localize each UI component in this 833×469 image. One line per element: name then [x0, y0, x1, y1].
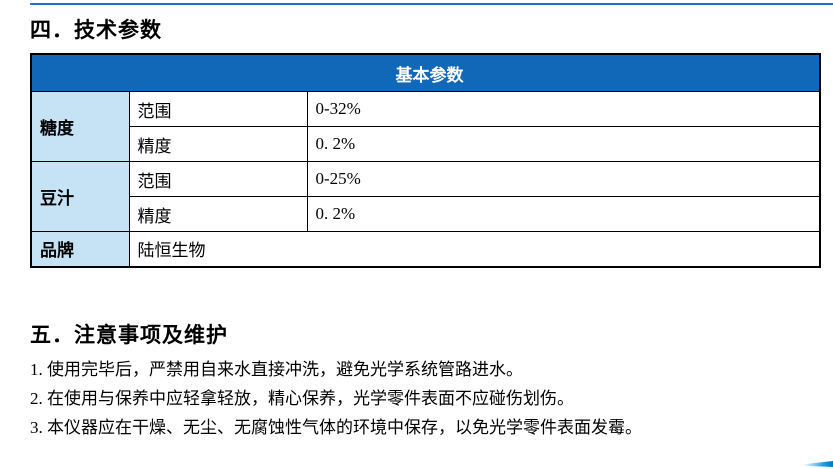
row-label-soy-juice: 豆汁 — [30, 161, 130, 232]
table-header-row: 基本参数 — [30, 53, 821, 92]
row-label-sugar: 糖度 — [30, 91, 130, 162]
param-cell: 范围 — [128, 91, 308, 127]
table-row: 豆汁 范围 0-25% — [30, 161, 821, 232]
param-cell: 精度 — [128, 126, 308, 162]
note-item-2: 2. 在使用与保养中应轻拿轻放，精心保养，光学零件表面不应碰伤划伤。 — [30, 389, 574, 408]
param-cell: 范围 — [128, 161, 308, 197]
value-cell: 0-25% — [306, 161, 821, 197]
note-item-1: 1. 使用完毕后，严禁用自来水直接冲洗，避免光学系统管路进水。 — [30, 360, 523, 379]
value-cell: 0. 2% — [306, 126, 821, 162]
value-cell: 0-32% — [306, 91, 821, 127]
note-item-3: 3. 本仪器应在干燥、无尘、无腐蚀性气体的环境中保存，以免光学零件表面发霉。 — [30, 418, 642, 437]
table-row: 精度 0. 2% — [31, 196, 821, 232]
param-cell: 精度 — [128, 196, 308, 232]
table-row: 精度 0. 2% — [31, 126, 821, 162]
value-cell: 0. 2% — [306, 196, 821, 232]
table-row: 糖度 范围 0-32% — [30, 91, 821, 162]
row-label-brand: 品牌 — [30, 231, 130, 267]
table-header-cell: 基本参数 — [30, 53, 821, 92]
logo-swoosh-icon — [803, 461, 833, 467]
brand-value-cell: 陆恒生物 — [128, 231, 821, 267]
top-divider-rule — [30, 3, 833, 5]
parameters-table: 基本参数 糖度 范围 0-32% 精度 0. 2% 豆汁 范围 0-25% 精度… — [30, 53, 821, 268]
section5-title: 五．注意事项及维护 — [30, 324, 228, 347]
section4-title: 四．技术参数 — [30, 19, 162, 42]
table-row-brand: 品牌 陆恒生物 — [30, 231, 821, 267]
notes-list: 1. 使用完毕后，严禁用自来水直接冲洗，避免光学系统管路进水。 2. 在使用与保… — [30, 361, 823, 448]
